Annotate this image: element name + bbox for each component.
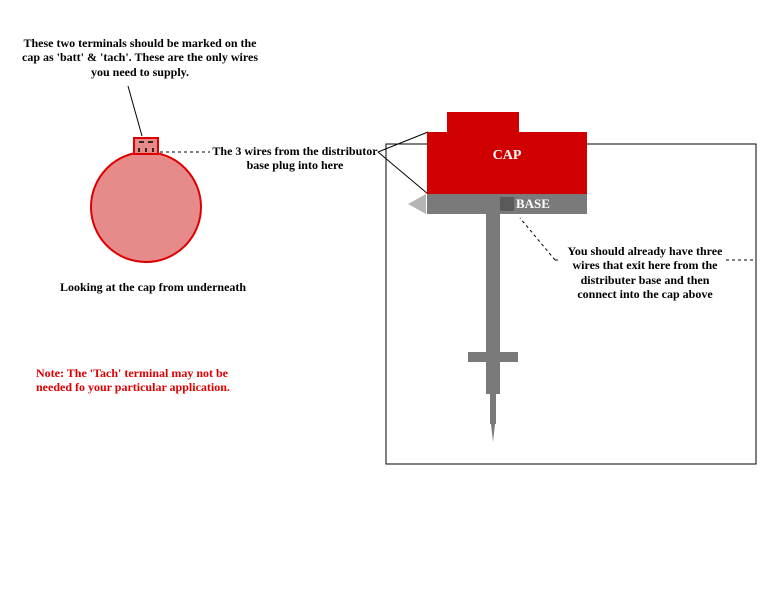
cap-label: CAP — [427, 148, 587, 164]
three-wires-note: The 3 wires from the distributor base pl… — [210, 144, 380, 173]
base-label: BASE — [516, 196, 586, 212]
leader-3wires-r — [378, 132, 428, 152]
connector-body — [134, 138, 158, 154]
side-cap-top — [447, 112, 519, 132]
base-arrow — [408, 194, 426, 214]
leader-terminals — [128, 86, 142, 136]
base-connector — [500, 197, 514, 211]
leader-wires-exit — [520, 218, 555, 260]
cap-circle — [91, 152, 201, 262]
terminals-note: These two terminals should be marked on … — [20, 36, 260, 79]
leader-3wires-r2 — [378, 152, 428, 194]
underneath-label: Looking at the cap from underneath — [48, 280, 258, 294]
shaft — [486, 214, 500, 394]
shaft-tip1 — [490, 394, 496, 424]
shaft-tip2 — [491, 424, 495, 442]
shaft-collar — [468, 352, 518, 362]
three-wires-exit-note: You should already have three wires that… — [560, 244, 730, 302]
tach-note: Note: The 'Tach' terminal may not be nee… — [36, 366, 256, 395]
frame-box — [386, 144, 756, 464]
